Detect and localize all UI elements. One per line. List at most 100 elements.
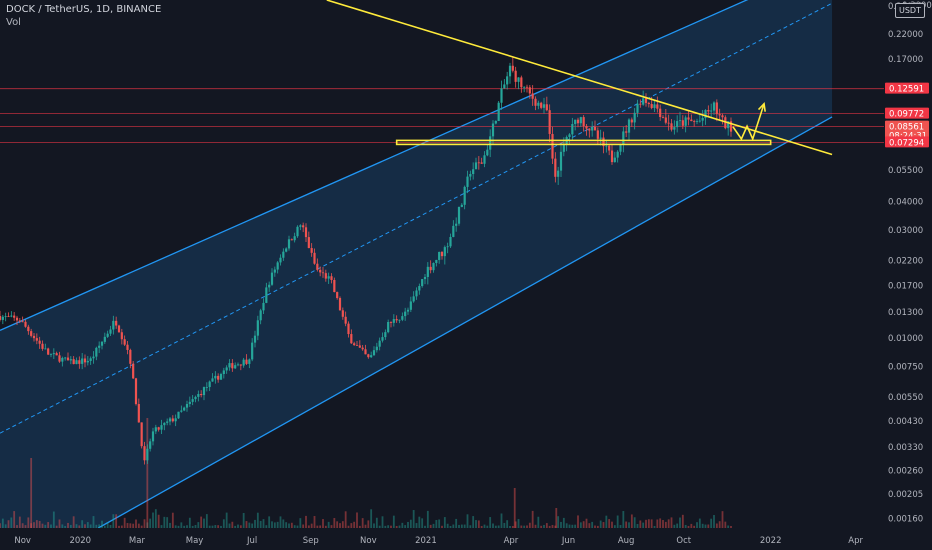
volume-bar: [52, 511, 55, 528]
candle-body: [15, 317, 19, 321]
volume-bar: [475, 520, 477, 528]
volume-bar: [710, 518, 713, 528]
candle-body: [398, 319, 401, 321]
candle-body: [406, 309, 410, 312]
candle-body: [55, 353, 58, 356]
volume-bar: [222, 519, 225, 528]
candle-body: [695, 121, 699, 122]
candle-body: [194, 396, 197, 400]
volume-bar: [415, 523, 418, 528]
candle-body: [180, 410, 183, 412]
volume-bar: [69, 524, 72, 528]
candle-body: [619, 144, 622, 152]
volume-bar: [602, 522, 605, 528]
candle-body: [202, 387, 206, 396]
candle-body: [27, 326, 30, 332]
candle-body: [418, 286, 421, 291]
volume-bar: [387, 525, 390, 528]
price-axis-tick-label: 0.01300: [888, 308, 923, 318]
price-axis-tick-label: 0.03000: [888, 226, 923, 236]
candle-body: [537, 102, 540, 106]
volume-bar: [239, 525, 242, 528]
candle-body: [330, 276, 333, 280]
candle-body: [140, 422, 143, 447]
volume-bar: [673, 524, 676, 528]
projection-arrowhead: [757, 102, 766, 112]
candle-body: [350, 334, 353, 344]
volume-bar: [350, 523, 353, 528]
candle-body: [625, 131, 628, 133]
volume-bar: [616, 515, 619, 528]
volume-bar: [367, 520, 370, 528]
candle-body: [106, 333, 109, 337]
candle-body: [81, 358, 84, 364]
volume-bar: [424, 525, 426, 528]
time-axis-tick-label: Nov: [14, 536, 31, 546]
volume-bar: [319, 525, 322, 528]
volume-bar: [511, 525, 514, 528]
candle-body: [336, 292, 339, 299]
volume-bar: [701, 523, 704, 528]
volume-bar: [647, 519, 650, 528]
volume-bar: [446, 523, 449, 528]
volume-bar: [613, 525, 616, 528]
currency-unit-button[interactable]: USDT: [895, 3, 925, 18]
volume-bar: [149, 518, 152, 528]
candle-body: [149, 441, 152, 449]
candle-body: [98, 345, 101, 348]
volume-bar: [407, 521, 409, 528]
volume-bar: [271, 521, 273, 528]
volume-bar: [16, 525, 18, 528]
candle-body: [545, 104, 548, 111]
price-axis[interactable]: 0.300000.220000.170000.055000.040000.030…: [884, 0, 932, 550]
volume-bar: [322, 519, 324, 528]
candle-body: [296, 226, 299, 237]
candle-body: [41, 343, 44, 349]
candle-body: [160, 425, 163, 430]
time-axis[interactable]: Nov 2020 Mar May Jul Sep Nov 2021 Apr Jun Aug Oct 20…: [0, 528, 932, 550]
candle-body: [392, 319, 395, 323]
volume-bar: [118, 525, 120, 528]
volume-bar: [254, 519, 256, 528]
volume-bar: [642, 522, 645, 528]
candle-body: [143, 446, 146, 461]
volume-bar: [681, 514, 684, 528]
price-axis-tick-label: 0.00205: [888, 490, 923, 500]
candle-body: [497, 102, 500, 121]
volume-bar: [483, 524, 486, 528]
volume-bar: [441, 525, 443, 528]
volume-bar: [7, 520, 10, 528]
candle-body: [557, 170, 560, 177]
candle-body: [92, 356, 95, 359]
candle-body: [678, 120, 682, 122]
candle-body: [347, 323, 350, 335]
candle-body: [440, 251, 444, 257]
candle-body: [630, 119, 633, 123]
candle-body: [24, 321, 27, 327]
candle-body: [404, 311, 407, 317]
candle-body: [265, 287, 268, 303]
volume-bar: [540, 525, 543, 528]
volume-bar: [390, 525, 392, 528]
candle-body: [126, 344, 129, 350]
volume-bar: [78, 525, 81, 528]
candle-body: [642, 98, 645, 105]
candle-body: [321, 272, 325, 274]
candle-body: [712, 102, 716, 111]
volume-bar: [477, 520, 480, 528]
price-axis-tick-label: 0.05500: [888, 166, 923, 176]
candle-body: [727, 121, 730, 129]
candle-body: [30, 331, 33, 336]
time-axis-tick-label: Nov: [360, 536, 377, 546]
candle-body: [61, 357, 64, 362]
price-axis-tick-label: 0.00750: [888, 362, 923, 372]
volume-bar: [211, 525, 214, 528]
candle-body: [52, 353, 55, 355]
volume-bar: [370, 509, 373, 528]
volume-bar: [208, 525, 211, 528]
volume-bar: [696, 522, 698, 528]
volume-bar: [373, 523, 375, 528]
volume-bar: [670, 517, 673, 528]
volume-bar: [523, 525, 526, 528]
